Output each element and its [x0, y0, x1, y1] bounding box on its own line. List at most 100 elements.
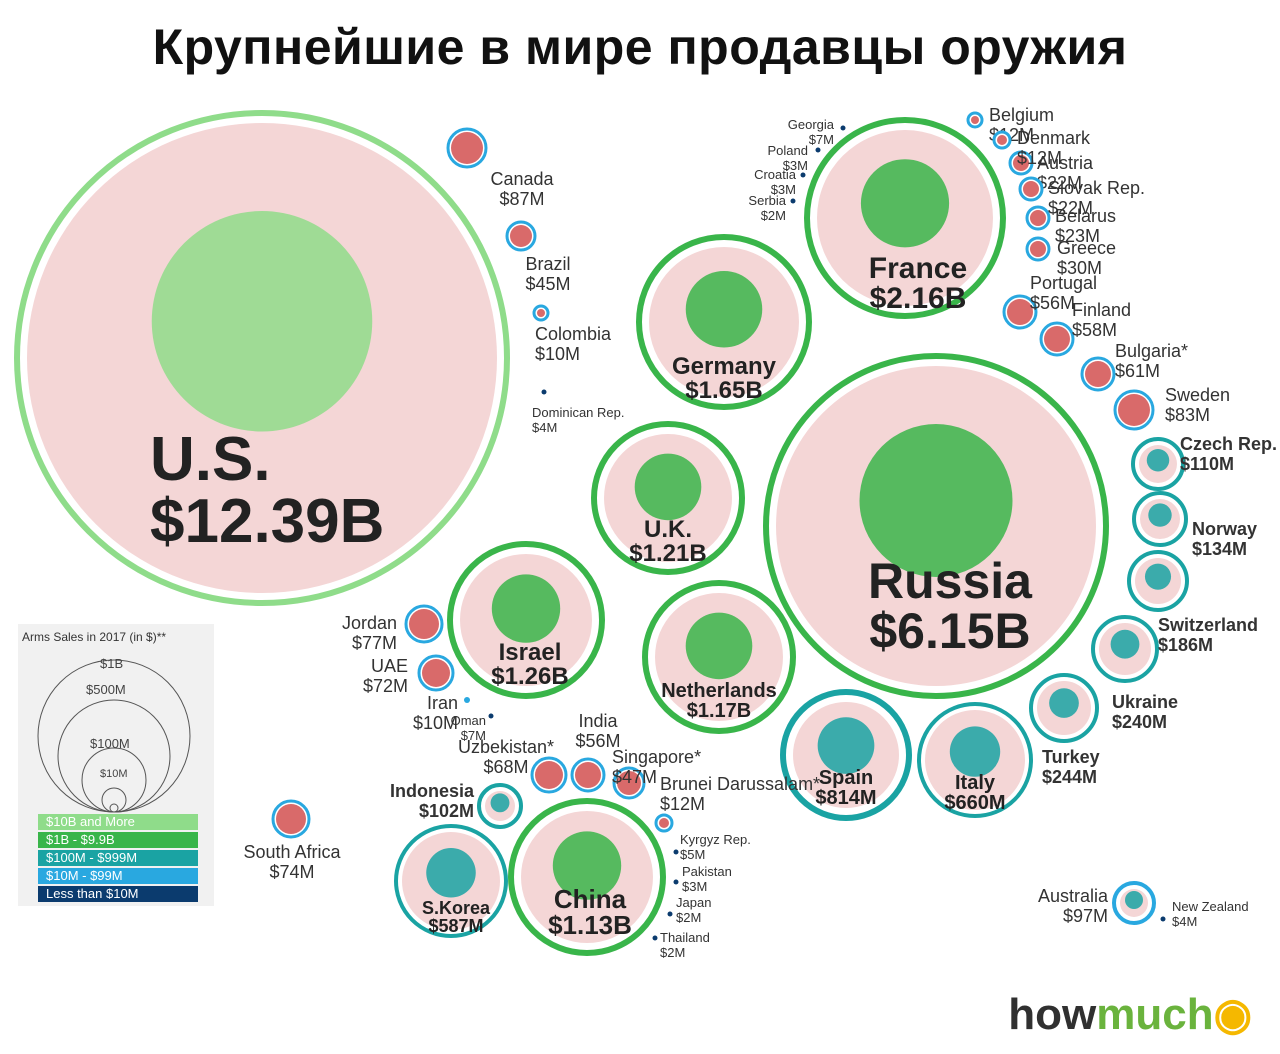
country-label: Russia — [868, 553, 1033, 609]
country-shape-icon — [949, 726, 1001, 777]
legend-size-label: $500M — [86, 682, 126, 697]
country-label: U.K. — [644, 516, 692, 543]
flag-icon — [276, 804, 306, 834]
country-shape-icon — [1110, 629, 1140, 659]
country-shape-icon — [151, 211, 373, 432]
country-shape-icon — [634, 453, 702, 521]
country-label: Poland — [768, 143, 808, 158]
country-label: Denmark — [1017, 128, 1091, 148]
country-label: India — [578, 711, 618, 731]
country-label: South Africa — [243, 842, 341, 862]
bubble-turkey — [1029, 673, 1099, 743]
country-label: Turkey — [1042, 747, 1100, 767]
value-label: $244M — [1042, 767, 1097, 787]
country-label: Serbia — [748, 193, 786, 208]
legend-size-label: $10M — [100, 768, 128, 780]
value-label: $6.15B — [869, 603, 1030, 659]
bubble-croatia — [800, 172, 806, 178]
country-label: Slovak Rep. — [1048, 178, 1145, 198]
flag-icon — [541, 389, 547, 395]
bubble-pakistan — [673, 879, 679, 885]
bubble-u-k- — [591, 421, 745, 575]
bubble-u-s- — [14, 110, 510, 606]
bubble-australia — [1112, 881, 1156, 925]
flag-icon — [451, 132, 483, 164]
country-shape-icon — [426, 848, 476, 898]
flag-icon — [815, 147, 821, 153]
country-label: France — [869, 252, 967, 285]
bubble-belarus — [1025, 205, 1051, 231]
bubble-uzbekistan- — [530, 756, 568, 794]
bubble-norway — [1132, 491, 1188, 547]
country-label: UAE — [371, 656, 408, 676]
bubble-czech-rep- — [1131, 437, 1185, 491]
value-label: $72M — [363, 676, 408, 696]
value-label: $134M — [1192, 539, 1247, 559]
country-shape-icon — [685, 612, 753, 680]
value-label: $1.21B — [629, 540, 706, 567]
country-shape-icon — [490, 793, 510, 813]
value-label: $587M — [428, 916, 483, 936]
country-label: Brazil — [525, 254, 570, 274]
value-label: $68M — [483, 757, 528, 777]
value-label: $2M — [676, 910, 701, 925]
country-shape-icon — [859, 424, 1013, 577]
bubble-s-korea — [394, 824, 508, 938]
bubble-spain — [780, 689, 912, 821]
flag-icon — [790, 198, 796, 204]
flag-icon — [1030, 241, 1046, 257]
value-label: $83M — [1165, 405, 1210, 425]
country-label: S.Korea — [422, 898, 491, 918]
country-label: Uzbekistan* — [458, 737, 554, 757]
legend-tier: $1B - $9.9B — [38, 832, 198, 848]
value-label: $22M — [1048, 198, 1093, 218]
bubble-oman — [487, 712, 495, 720]
country-label: Pakistan — [682, 864, 732, 879]
value-label: $97M — [1063, 906, 1108, 926]
bubble-kyrgyz-rep- — [673, 849, 679, 855]
value-label: $1.13B — [548, 910, 632, 940]
bubble-sweden — [1113, 389, 1155, 431]
country-label: Israel — [499, 639, 562, 666]
bubble-bulgaria- — [1080, 356, 1116, 392]
value-label: $4M — [532, 420, 557, 435]
bubble-switzerland — [1127, 550, 1189, 612]
value-label: $12.39B — [150, 487, 384, 556]
value-label: $814M — [815, 787, 876, 809]
country-label: Australia — [1038, 886, 1109, 906]
flag-icon — [971, 116, 979, 124]
bubble-indonesia — [477, 783, 523, 829]
country-label: U.S. — [150, 425, 271, 494]
country-label: Indonesia — [390, 781, 475, 801]
bubble-greece — [1025, 236, 1051, 262]
flag-icon — [840, 125, 846, 131]
value-label: $186M — [1158, 635, 1213, 655]
bubble-iran — [461, 694, 473, 706]
value-label: $56M — [1030, 293, 1075, 313]
bubble-singapore- — [612, 766, 646, 800]
country-shape-icon — [491, 574, 561, 643]
bubble-japan — [667, 911, 673, 917]
value-label: $10M — [535, 344, 580, 364]
flag-icon — [673, 849, 679, 855]
bubble-new-zealand — [1160, 916, 1166, 922]
value-label: $10M — [413, 713, 458, 733]
bubble-canada — [446, 127, 488, 169]
flag-icon — [617, 771, 641, 795]
value-label: $1.65B — [685, 377, 762, 404]
value-label: $2M — [660, 945, 685, 960]
value-label: $30M — [1057, 258, 1102, 278]
flag-icon — [510, 225, 532, 247]
bubble-uae — [417, 654, 455, 692]
flag-icon — [535, 761, 563, 789]
bubble-china — [508, 798, 666, 956]
country-label: China — [554, 884, 627, 914]
country-label: Belarus — [1055, 206, 1116, 226]
flag-icon — [464, 697, 470, 703]
value-label: $110M — [1180, 454, 1234, 474]
legend-size-label: $1B — [100, 656, 124, 671]
value-label: $58M — [1072, 320, 1117, 340]
bubble-ukraine — [1091, 615, 1159, 683]
bubble-portugal — [1002, 294, 1038, 330]
